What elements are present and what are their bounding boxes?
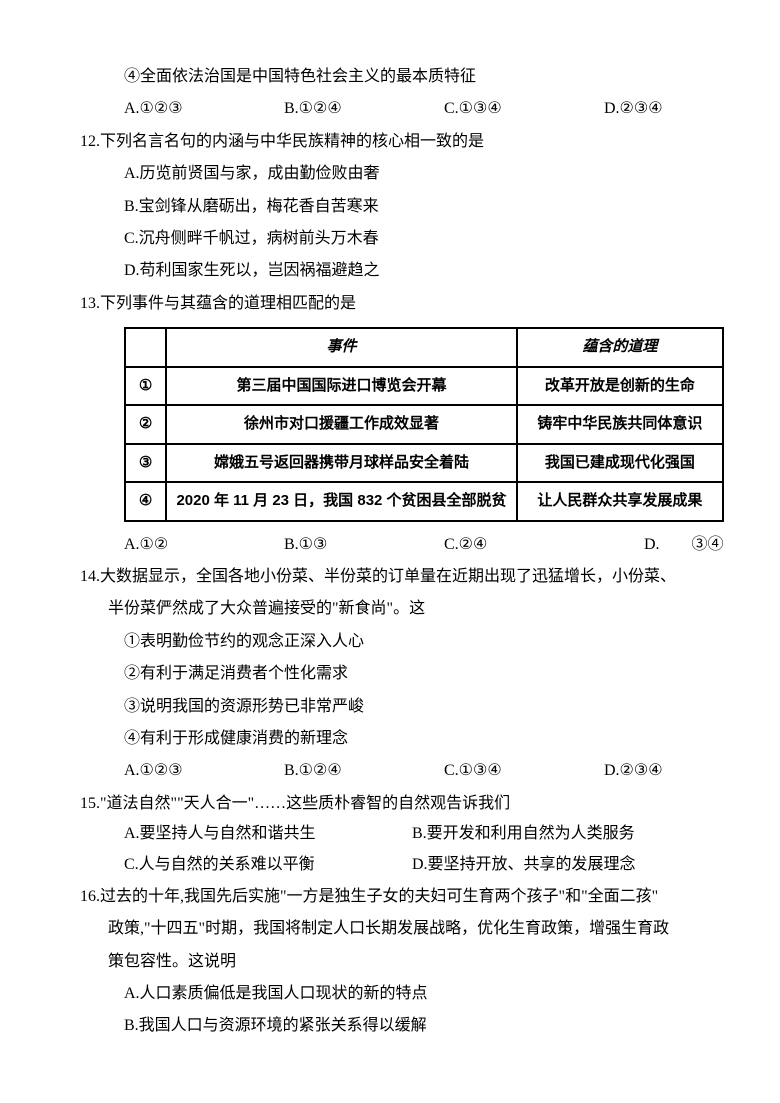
q13-opt-a: A.①②	[124, 530, 284, 560]
q13-opt-c: C.②④	[444, 530, 604, 560]
row-event: 徐州市对口援疆工作成效显著	[166, 405, 517, 444]
row-num: ①	[125, 367, 166, 406]
table-header-blank	[125, 328, 166, 367]
q11-opt-c: C.①③④	[444, 94, 604, 124]
q13-table: 事件 蕴含的道理 ① 第三届中国国际进口博览会开幕 改革开放是创新的生命 ② 徐…	[124, 327, 724, 522]
q14-options: A.①②③ B.①②④ C.①③④ D.②③④	[80, 756, 700, 786]
q14-opt-d: D.②③④	[604, 756, 744, 786]
q15-opt-d: D.要坚持开放、共享的发展理念	[412, 850, 700, 880]
row-reason: 改革开放是创新的生命	[517, 367, 723, 406]
q11-stmt4: ④全面依法治国是中国特色社会主义的最本质特征	[80, 62, 700, 92]
table-row: ① 第三届中国国际进口博览会开幕 改革开放是创新的生命	[125, 367, 723, 406]
row-event: 嫦娥五号返回器携带月球样品安全着陆	[166, 444, 517, 483]
q13-opt-d: D. ③④	[604, 530, 764, 560]
q14-opt-b: B.①②④	[284, 756, 444, 786]
q14-stem-line1: 14.大数据显示，全国各地小份菜、半份菜的订单量在近期出现了迅猛增长，小份菜、	[80, 562, 700, 592]
q12-opt-b: B.宝剑锋从磨砺出，梅花香自苦寒来	[80, 192, 700, 222]
q11-opt-d: D.②③④	[604, 94, 744, 124]
q16-opt-b: B.我国人口与资源环境的紧张关系得以缓解	[80, 1011, 700, 1041]
q14-stem-line2: 半份菜俨然成了大众普遍接受的"新食尚"。这	[80, 594, 700, 624]
q13-options: A.①② B.①③ C.②④ D. ③④	[80, 530, 700, 560]
q16-stem-line2: 政策,"十四五"时期，我国将制定人口长期发展战略，优化生育政策，增强生育政	[80, 914, 700, 944]
table-header-row: 事件 蕴含的道理	[125, 328, 723, 367]
q15-opt-b: B.要开发和利用自然为人类服务	[412, 819, 700, 849]
q14-stmt2: ②有利于满足消费者个性化需求	[80, 659, 700, 689]
row-reason: 让人民群众共享发展成果	[517, 482, 723, 521]
q14-stmt3: ③说明我国的资源形势已非常严峻	[80, 692, 700, 722]
q12-opt-c: C.沉舟侧畔千帆过，病树前头万木春	[80, 224, 700, 254]
table-row: ③ 嫦娥五号返回器携带月球样品安全着陆 我国已建成现代化强国	[125, 444, 723, 483]
row-reason: 我国已建成现代化强国	[517, 444, 723, 483]
q16-stem-line1: 16.过去的十年,我国先后实施"一方是独生子女的夫妇可生育两个孩子"和"全面二孩…	[80, 882, 700, 912]
q16-stem-line3: 策包容性。这说明	[80, 947, 700, 977]
row-reason: 铸牢中华民族共同体意识	[517, 405, 723, 444]
q11-options: A.①②③ B.①②④ C.①③④ D.②③④	[80, 94, 700, 124]
q13-opt-b: B.①③	[284, 530, 444, 560]
q16-opt-a: A.人口素质偏低是我国人口现状的新的特点	[80, 979, 700, 1009]
row-event: 2020 年 11 月 23 日，我国 832 个贫困县全部脱贫	[166, 482, 517, 521]
q15-options-row1: A.要坚持人与自然和谐共生 B.要开发和利用自然为人类服务	[80, 819, 700, 849]
q15-opt-a: A.要坚持人与自然和谐共生	[124, 819, 412, 849]
table-header-event: 事件	[166, 328, 517, 367]
q12-opt-d: D.苟利国家生死以，岂因祸福避趋之	[80, 256, 700, 286]
q11-opt-a: A.①②③	[124, 94, 284, 124]
row-num: ②	[125, 405, 166, 444]
table-header-reason: 蕴含的道理	[517, 328, 723, 367]
q14-stmt1: ①表明勤俭节约的观念正深入人心	[80, 627, 700, 657]
row-num: ③	[125, 444, 166, 483]
table-row: ② 徐州市对口援疆工作成效显著 铸牢中华民族共同体意识	[125, 405, 723, 444]
row-event: 第三届中国国际进口博览会开幕	[166, 367, 517, 406]
q15-options-row2: C.人与自然的关系难以平衡 D.要坚持开放、共享的发展理念	[80, 850, 700, 880]
q12-stem: 12.下列名言名句的内涵与中华民族精神的核心相一致的是	[80, 127, 700, 157]
q12-opt-a: A.历览前贤国与家，成由勤俭败由奢	[80, 159, 700, 189]
row-num: ④	[125, 482, 166, 521]
table-row: ④ 2020 年 11 月 23 日，我国 832 个贫困县全部脱贫 让人民群众…	[125, 482, 723, 521]
q14-opt-c: C.①③④	[444, 756, 604, 786]
q14-stmt4: ④有利于形成健康消费的新理念	[80, 724, 700, 754]
q15-opt-c: C.人与自然的关系难以平衡	[124, 850, 412, 880]
q13-stem: 13.下列事件与其蕴含的道理相匹配的是	[80, 289, 700, 319]
q15-stem: 15."道法自然""天人合一"……这些质朴睿智的自然观告诉我们	[80, 789, 700, 819]
q11-opt-b: B.①②④	[284, 94, 444, 124]
q14-opt-a: A.①②③	[124, 756, 284, 786]
